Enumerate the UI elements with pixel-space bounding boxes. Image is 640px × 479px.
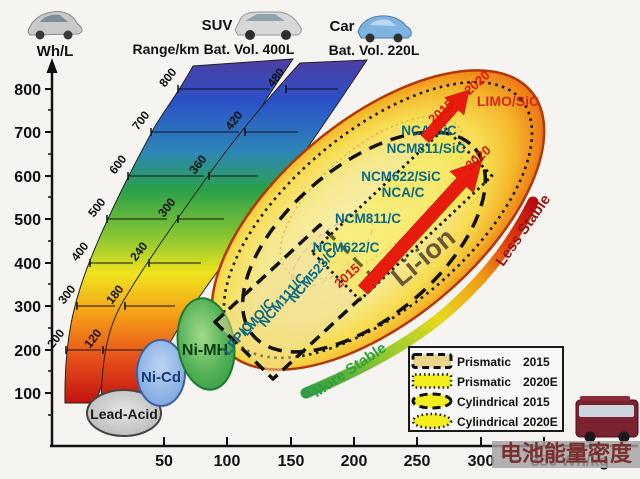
chem-ncm622-sic: NCM622/SiC [361, 169, 441, 184]
y-tick-800: 800 [14, 82, 41, 99]
y-tick-500: 500 [14, 212, 41, 229]
car-label: Car [329, 18, 354, 35]
header: Wh/L SUV Range/km Bat. Vol. 400L Car Bat… [27, 11, 420, 60]
chem-ncm811-sic: NCM811/SiC [387, 141, 466, 156]
prismatic-2020-boundary [310, 126, 494, 302]
y-axis-unit-label: Wh/L [37, 43, 74, 60]
range-per-km-label: Range/km [133, 41, 200, 57]
lead-acid-ellipse: Lead-Acid [86, 389, 162, 437]
legend-label-prismatic-2015: Prismatic [457, 355, 511, 369]
band-gridlines [66, 88, 338, 351]
car-image [357, 15, 412, 43]
legend-label-cylindrical-2020: Cylindrical [457, 415, 518, 429]
y-tick-400: 400 [14, 256, 41, 273]
suv-range-600: 600 [106, 152, 130, 177]
trend-arrow-long [357, 159, 483, 295]
suv-range-500: 500 [85, 195, 109, 220]
suv-label: SUV [202, 17, 233, 34]
x-tick-300: 300 [468, 453, 495, 470]
hatchback-image [27, 11, 83, 40]
x-tick-200: 200 [341, 453, 368, 470]
chem-ncm622-c: NCM622/C [313, 240, 380, 255]
suv-image [234, 11, 302, 40]
suv-battery-volume: Bat. Vol. 400L [204, 41, 295, 57]
x-tick-50: 50 [155, 453, 173, 470]
y-axis: 800 700 600 500 400 300 200 100 [14, 58, 58, 446]
legend-swatch-cylindrical-2015 [411, 392, 453, 410]
suv-range-400: 400 [68, 239, 92, 264]
watermark-text: 电池能量密度 [500, 441, 633, 466]
ni-cd-ellipse: Ni-Cd [136, 339, 186, 407]
chem-nca-c: NCA/C [382, 185, 425, 200]
y-tick-200: 200 [14, 343, 41, 360]
suv-range-200: 200 [44, 326, 68, 351]
y-tick-100: 100 [14, 386, 41, 403]
legend-year-cylindrical-2015: 2015 [523, 395, 550, 409]
suv-range-300: 300 [55, 282, 79, 307]
watermark: 电池能量密度 [492, 441, 640, 468]
legend-swatch-prismatic-2020 [411, 373, 453, 389]
y-tick-600: 600 [14, 169, 41, 186]
x-tick-100: 100 [214, 453, 241, 470]
lead-acid-label: Lead-Acid [90, 406, 158, 422]
legend-year-prismatic-2015: 2015 [523, 355, 550, 369]
bus-image [575, 396, 639, 443]
legend-year-prismatic-2020: 2020E [523, 375, 558, 389]
band-tickmarks [65, 85, 287, 354]
suv-range-700: 700 [129, 108, 153, 133]
legend-label-prismatic-2020: Prismatic [457, 375, 511, 389]
ni-mh-label: Ni-MH [182, 342, 228, 359]
y-tick-700: 700 [14, 125, 41, 142]
legend-swatch-prismatic-2015 [411, 353, 453, 369]
trend-arrow-short [420, 89, 470, 144]
chem-limo-sic: LIMO/SiC [477, 93, 539, 109]
x-tick-150: 150 [278, 453, 305, 470]
y-tick-300: 300 [14, 299, 41, 316]
stability-gradient-strip [300, 196, 539, 399]
legend: Prismatic 2015 Prismatic 2020E Cylindric… [408, 346, 564, 432]
legend-label-cylindrical-2015: Cylindrical [457, 395, 518, 409]
car-battery-volume: Bat. Vol. 220L [329, 42, 420, 58]
x-tick-250: 250 [404, 453, 431, 470]
suv-range-800: 800 [156, 65, 180, 90]
ni-cd-label: Ni-Cd [141, 369, 181, 386]
legend-year-cylindrical-2020: 2020E [523, 415, 558, 429]
legend-swatch-cylindrical-2020 [411, 412, 453, 430]
chem-ncm811-c: NCM811/C [335, 211, 401, 226]
y-axis-arrow [46, 58, 58, 73]
